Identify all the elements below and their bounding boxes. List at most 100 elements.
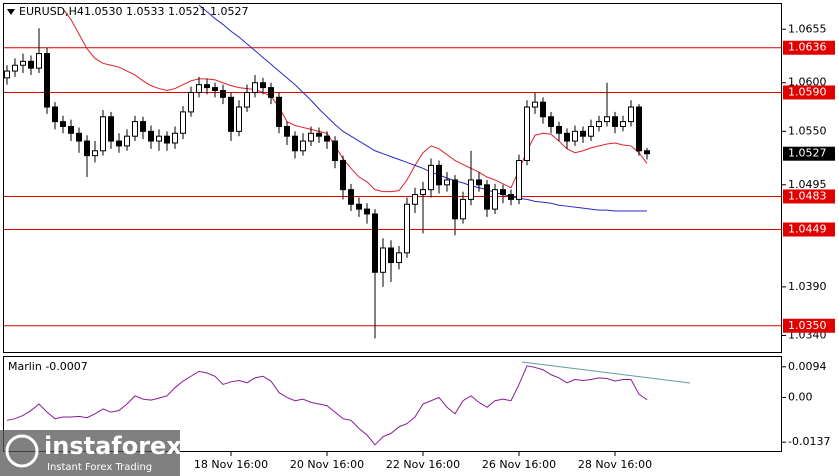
y-tick-label: 0.0094 <box>788 360 827 373</box>
y-tick-label: 1.0655 <box>788 22 827 35</box>
ohlc-info: 1.0530 1.0533 1.0521 1.0527 <box>84 5 248 18</box>
candle-body <box>404 203 410 254</box>
candle-body <box>268 87 274 98</box>
candle-body <box>60 121 66 127</box>
candle-body <box>524 106 530 162</box>
main-frame <box>3 3 782 353</box>
candle-body <box>468 179 474 200</box>
indicator-frame <box>3 356 782 452</box>
plot-layer: 1.06551.06001.05501.04951.03901.03401.06… <box>4 4 835 471</box>
x-tick-label: 28 Nov 16:00 <box>578 458 652 471</box>
candle-body <box>396 252 402 264</box>
candle-body <box>124 135 130 147</box>
moving-average <box>62 8 648 193</box>
candle-body <box>460 198 466 220</box>
candle-body <box>508 194 514 200</box>
level-label: 1.0590 <box>788 85 827 98</box>
indicator-title: Marlin -0.0007 <box>8 360 88 373</box>
candle-body <box>76 132 82 142</box>
level-label: 1.0636 <box>788 41 827 54</box>
candle-body <box>276 96 282 127</box>
x-tick-label: 18 Nov 16:00 <box>194 458 268 471</box>
candle-body <box>556 125 562 134</box>
candle-body <box>284 125 290 137</box>
candle-body <box>348 189 354 205</box>
y-tick-label: 0.00 <box>788 390 813 403</box>
candle-body <box>156 135 162 142</box>
level-label-bg <box>783 85 835 100</box>
candle-body <box>380 247 386 273</box>
candle-body <box>644 150 650 155</box>
candle-body <box>36 53 42 69</box>
candle-body <box>68 125 74 134</box>
level-label-bg <box>783 40 835 55</box>
last-price-bg <box>783 146 835 161</box>
candle-body <box>228 96 234 132</box>
candle-body <box>180 111 186 134</box>
candle-body <box>428 164 434 191</box>
candle-body <box>204 84 210 89</box>
candle-body <box>164 135 170 144</box>
candle-body <box>548 116 554 127</box>
candle-body <box>196 84 202 93</box>
level-label-bg <box>783 189 835 204</box>
candle-body <box>564 132 570 142</box>
watermark-tagline: Instant Forex Trading <box>47 462 152 473</box>
candle-body <box>516 160 522 200</box>
candle-body <box>84 140 90 157</box>
candle-body <box>572 130 578 142</box>
candle-body <box>452 179 458 220</box>
level-label-bg <box>783 222 835 237</box>
level-label: 1.0449 <box>788 223 827 236</box>
candle-body <box>636 106 642 152</box>
candle-body <box>172 132 178 144</box>
level-label: 1.0350 <box>788 319 827 332</box>
watermark: instaforex Instant Forex Trading <box>0 430 182 476</box>
y-tick-label: 1.0495 <box>788 178 827 191</box>
candle-body <box>540 101 546 118</box>
candle-body <box>436 164 442 186</box>
candle-body <box>588 125 594 137</box>
candle-body <box>20 60 26 66</box>
candle-body <box>212 87 218 92</box>
candle-body <box>148 130 154 142</box>
candle-body <box>420 189 426 196</box>
candle-body <box>356 203 362 210</box>
candle-body <box>244 91 250 108</box>
candle-body <box>12 64 18 72</box>
candle-body <box>108 116 114 142</box>
x-tick-label: 20 Nov 16:00 <box>290 458 364 471</box>
candle-body <box>28 60 34 69</box>
candle-body <box>604 116 610 123</box>
candle-body <box>444 179 450 186</box>
chart-title: EURUSD,H4 <box>19 5 84 18</box>
candle-body <box>476 179 482 186</box>
indicator-line <box>6 365 648 446</box>
watermark-name: instaforex <box>44 432 182 460</box>
candle-body <box>116 140 122 147</box>
candle-body <box>484 184 490 210</box>
candle-body <box>372 213 378 273</box>
candle-body <box>52 106 58 123</box>
candle-body <box>500 189 506 196</box>
y-tick-label: -0.0137 <box>788 435 830 448</box>
candle-body <box>316 132 322 137</box>
y-tick-label: 1.0390 <box>788 280 827 293</box>
candle-body <box>100 116 106 152</box>
candle-body <box>580 130 586 137</box>
candle-body <box>140 121 146 132</box>
divergence-trendline <box>521 361 691 384</box>
watermark-icon <box>5 434 39 468</box>
candle-body <box>332 140 338 162</box>
candle-body <box>132 121 138 137</box>
candle-body <box>340 160 346 191</box>
candle-body <box>44 53 50 108</box>
candle-body <box>364 208 370 215</box>
candle-body <box>260 82 266 89</box>
moving-average <box>198 4 647 212</box>
candle-body <box>220 90 226 98</box>
candle-body <box>532 101 538 108</box>
candle-body <box>188 91 194 113</box>
